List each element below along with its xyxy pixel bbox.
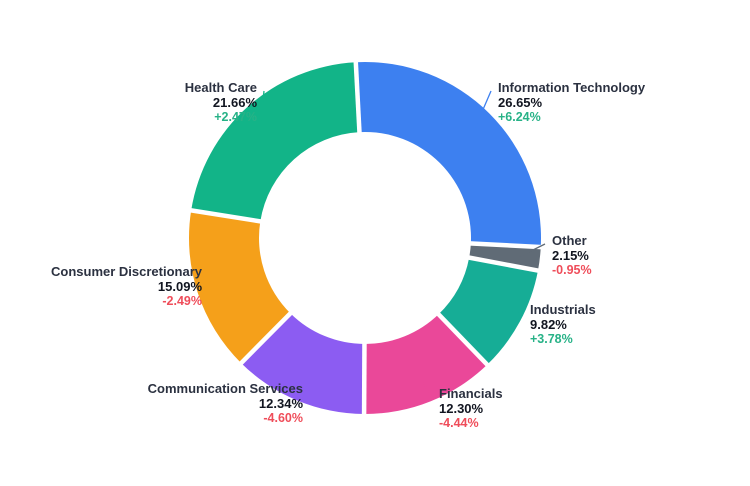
slice-health-care[interactable] xyxy=(191,62,360,222)
sector-change: +3.78% xyxy=(530,332,573,346)
slice-gap xyxy=(464,254,543,274)
slice-gap xyxy=(236,308,295,368)
label-line xyxy=(208,274,218,287)
slice-gap xyxy=(186,207,265,225)
label-line xyxy=(260,90,265,123)
sector-name: Financials xyxy=(439,386,503,401)
slice-label-financials: Financials 12.30% -4.44% xyxy=(439,386,503,431)
slice-other[interactable] xyxy=(469,243,541,271)
slice-label-communication-services: Communication Services 12.34% -4.60% xyxy=(148,381,303,426)
slice-label-information-technology: Information Technology 26.65% +6.24% xyxy=(498,80,645,125)
slice-label-other: Other 2.15% -0.95% xyxy=(552,233,592,278)
sector-weight: 12.30% xyxy=(439,401,484,416)
slice-gap xyxy=(466,240,545,250)
slice-label-industrials: Industrials 9.82% +3.78% xyxy=(530,302,596,347)
sector-change: -0.95% xyxy=(552,263,592,277)
sector-weight: 26.65% xyxy=(498,95,543,110)
sector-weight: 12.34% xyxy=(258,396,303,411)
slice-label-health-care: Health Care 21.66% +2.47% xyxy=(185,80,257,125)
label-line xyxy=(502,311,524,314)
slice-label-consumer-discretionary: Consumer Discretionary 15.09% -2.49% xyxy=(51,264,202,309)
sector-weight: 15.09% xyxy=(157,279,202,294)
slice-information-technology[interactable] xyxy=(355,61,542,248)
sector-weight: 9.82% xyxy=(530,317,567,332)
label-line xyxy=(474,90,492,128)
slice-financials[interactable] xyxy=(364,314,488,415)
sector-change: -2.49% xyxy=(162,294,202,308)
sector-name: Industrials xyxy=(530,302,596,317)
label-line xyxy=(519,243,546,258)
sector-name: Consumer Discretionary xyxy=(51,264,202,279)
sector-change: -4.44% xyxy=(439,416,479,430)
sector-name: Health Care xyxy=(184,80,257,95)
slice-gap xyxy=(353,58,362,137)
slice-consumer-discretionary[interactable] xyxy=(188,210,291,364)
sector-change: -4.60% xyxy=(263,411,303,425)
sector-name: Information Technology xyxy=(498,80,646,95)
slice-communication-services[interactable] xyxy=(241,313,365,414)
label-line xyxy=(304,381,311,393)
sector-weight: 2.15% xyxy=(552,248,589,263)
label-line xyxy=(422,382,433,398)
slice-gap xyxy=(434,309,492,370)
sector-name: Other xyxy=(552,233,587,248)
sector-change: +2.47% xyxy=(214,110,257,124)
sector-name: Communication Services xyxy=(147,381,303,396)
sector-change: +6.24% xyxy=(498,110,541,124)
sector-weight: 21.66% xyxy=(212,95,257,110)
